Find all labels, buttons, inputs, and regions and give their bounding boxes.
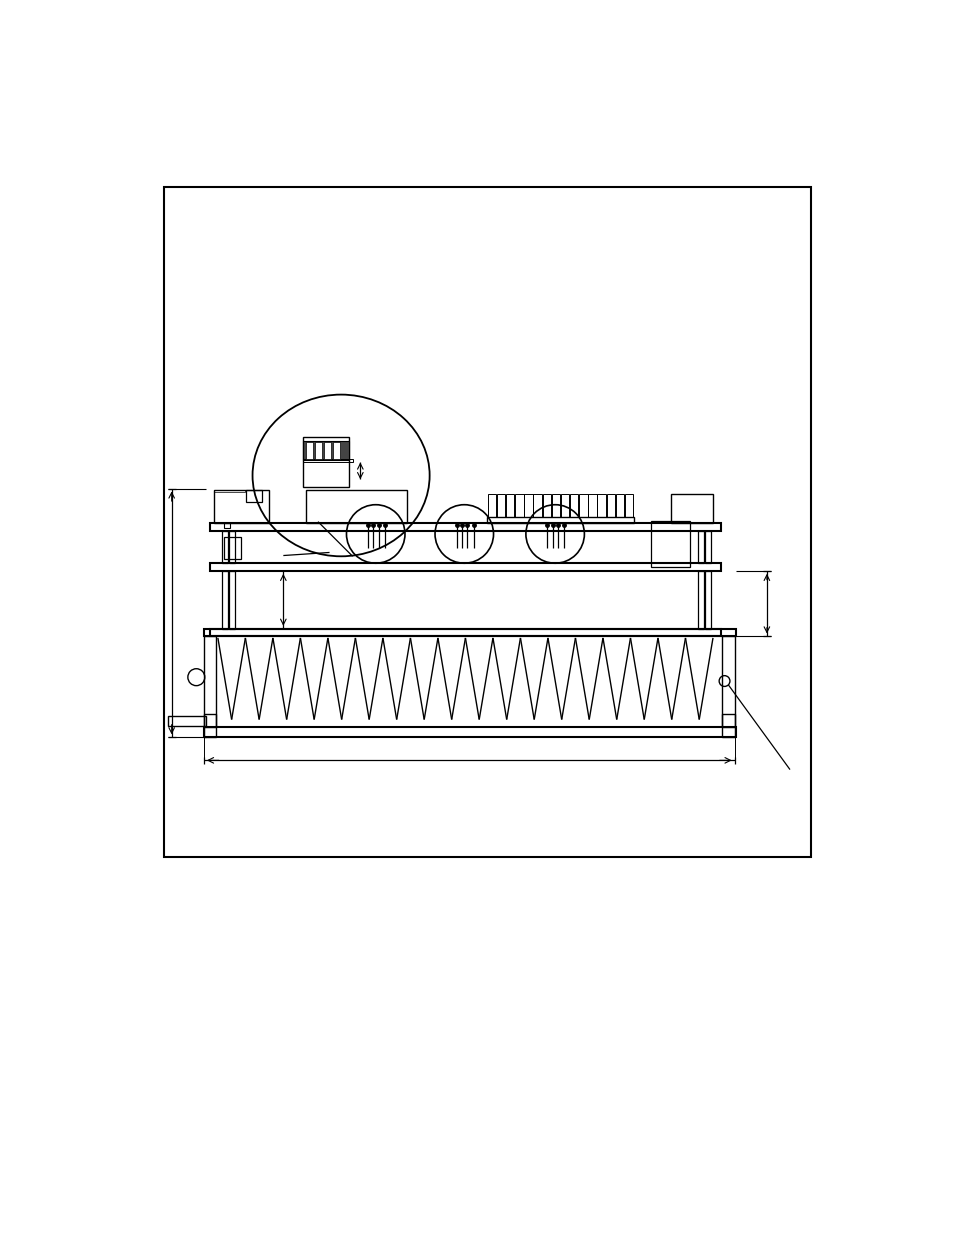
Bar: [333, 442, 340, 458]
Bar: [302, 437, 349, 487]
Bar: [703, 531, 710, 563]
Bar: [524, 494, 532, 517]
Bar: [224, 524, 230, 527]
Bar: [670, 494, 712, 524]
Bar: [578, 494, 587, 517]
Bar: [570, 494, 578, 517]
Bar: [651, 521, 689, 567]
Bar: [213, 490, 269, 524]
Bar: [164, 186, 810, 857]
Bar: [204, 629, 736, 636]
Bar: [721, 636, 734, 727]
Bar: [229, 531, 234, 563]
Bar: [487, 517, 633, 524]
Bar: [588, 494, 596, 517]
Bar: [221, 531, 228, 563]
Bar: [204, 714, 216, 737]
Bar: [551, 494, 559, 517]
Bar: [302, 441, 349, 461]
Bar: [721, 714, 734, 737]
Bar: [703, 571, 710, 629]
Bar: [487, 494, 496, 517]
Bar: [210, 563, 720, 571]
Bar: [533, 494, 541, 517]
Bar: [210, 524, 720, 531]
Bar: [697, 531, 703, 563]
Bar: [221, 571, 228, 629]
Bar: [306, 490, 406, 524]
Bar: [204, 636, 216, 727]
Bar: [302, 458, 353, 462]
Bar: [168, 716, 206, 726]
Bar: [606, 494, 615, 517]
Bar: [213, 490, 245, 493]
Bar: [224, 537, 241, 558]
Bar: [560, 494, 569, 517]
Bar: [615, 494, 623, 517]
Bar: [204, 727, 736, 737]
Bar: [324, 442, 331, 458]
Bar: [497, 494, 505, 517]
Bar: [515, 494, 523, 517]
Bar: [246, 490, 261, 501]
Bar: [314, 442, 321, 458]
Bar: [624, 494, 633, 517]
Bar: [542, 494, 551, 517]
Bar: [597, 494, 605, 517]
Bar: [305, 442, 313, 458]
Bar: [229, 571, 234, 629]
Bar: [697, 571, 703, 629]
Bar: [210, 629, 720, 636]
Bar: [505, 494, 514, 517]
